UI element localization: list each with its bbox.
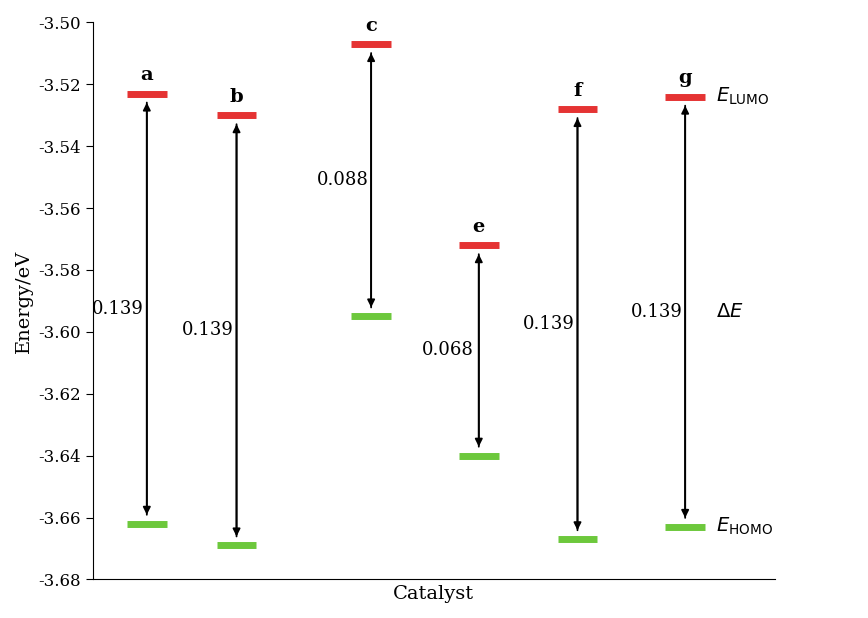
Text: b: b xyxy=(230,88,243,106)
Text: g: g xyxy=(679,69,692,87)
Text: 0.139: 0.139 xyxy=(182,321,233,339)
Text: 0.139: 0.139 xyxy=(92,300,144,318)
Text: $\Delta E$: $\Delta E$ xyxy=(715,303,743,321)
Y-axis label: Energy/eV: Energy/eV xyxy=(15,249,33,352)
Text: $E_{\rm HOMO}$: $E_{\rm HOMO}$ xyxy=(715,516,773,538)
Text: 0.139: 0.139 xyxy=(523,315,575,333)
X-axis label: Catalyst: Catalyst xyxy=(393,585,475,603)
Text: e: e xyxy=(473,218,485,236)
Text: 0.068: 0.068 xyxy=(422,342,473,360)
Text: 0.139: 0.139 xyxy=(630,303,682,321)
Text: $E_{\rm LUMO}$: $E_{\rm LUMO}$ xyxy=(715,86,769,108)
Text: c: c xyxy=(365,17,377,35)
Text: a: a xyxy=(141,66,153,84)
Text: f: f xyxy=(573,82,582,99)
Text: 0.088: 0.088 xyxy=(317,171,368,189)
